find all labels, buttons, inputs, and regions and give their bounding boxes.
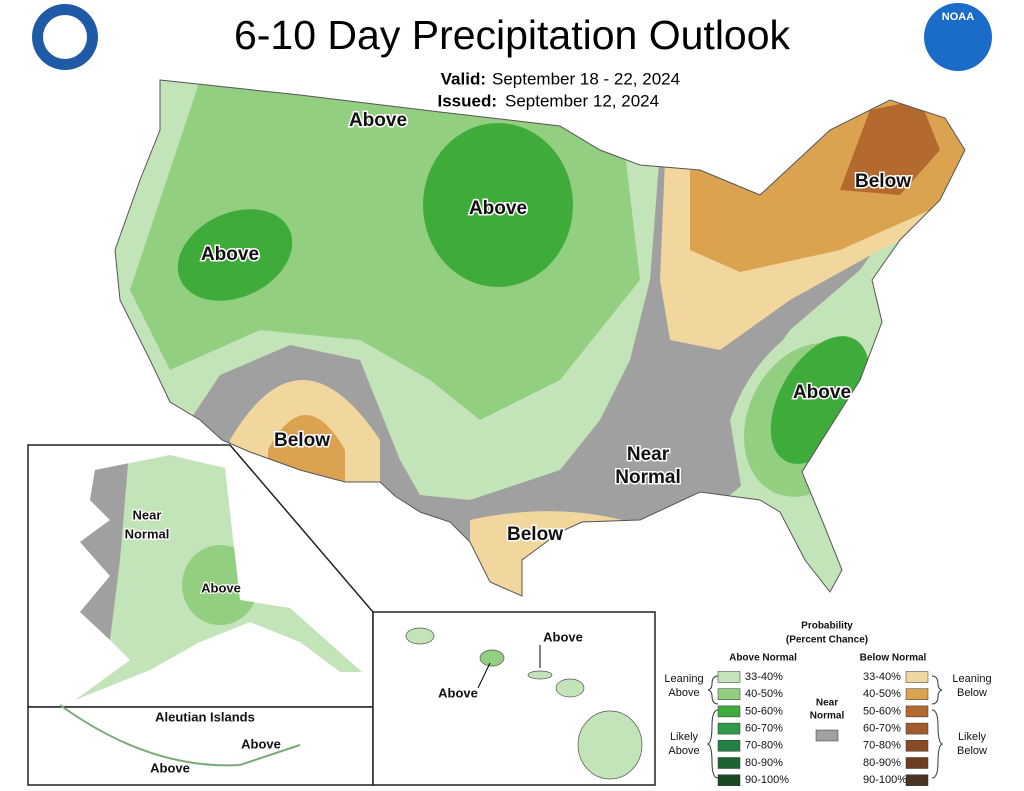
valid-dates: September 18 - 22, 2024 <box>492 69 680 88</box>
legend-title: Probability <box>801 621 853 632</box>
region-label: Normal <box>615 467 680 488</box>
region-label: Above <box>349 110 407 131</box>
legend-group: Leaning <box>952 673 991 685</box>
legend-group: Leaning <box>664 673 703 685</box>
legend-swatch <box>905 740 929 752</box>
legend-swatch <box>717 740 741 752</box>
legend-range: 40-50% <box>745 688 783 700</box>
legend-swatch <box>905 705 929 718</box>
title: 6-10 Day Precipitation Outlook <box>234 12 791 58</box>
legend-swatch <box>905 671 929 683</box>
legend-range: 50-60% <box>863 705 901 717</box>
legend-range: 80-90% <box>745 757 783 769</box>
legend-heading: Below Normal <box>860 653 927 664</box>
conus-outline <box>114 79 966 597</box>
region-label: Near <box>627 444 670 465</box>
valid-label: Valid: <box>441 69 486 88</box>
region-label: Below <box>855 171 911 192</box>
conus-zones <box>115 80 965 596</box>
region-label: Above <box>438 685 478 700</box>
legend-range: 70-80% <box>745 740 783 752</box>
legend-title: (Percent Chance) <box>786 635 868 646</box>
legend-range: 50-60% <box>745 705 783 717</box>
legend-swatch <box>717 705 741 718</box>
legend-range: 60-70% <box>863 723 901 735</box>
legend-range: 90-100% <box>863 774 907 786</box>
legend-range: 40-50% <box>863 688 901 700</box>
legend-range: 90-100% <box>745 774 789 786</box>
near-normal-swatch <box>815 729 839 742</box>
issued-label: Issued: <box>437 91 497 110</box>
region-label: Above <box>201 244 259 265</box>
legend-group: Below <box>957 687 987 699</box>
aleutian-chain <box>59 704 301 767</box>
region-label: Below <box>507 524 563 545</box>
legend-braces <box>706 675 944 779</box>
legend-range: 80-90% <box>863 757 901 769</box>
region-label: Normal <box>125 526 170 541</box>
region-label: Above <box>469 198 527 219</box>
legend-range: 33-40% <box>863 671 901 683</box>
region-label: Near <box>133 507 162 522</box>
region-label: Above <box>543 629 583 644</box>
legend-group: Above <box>668 745 699 757</box>
noaa-logo <box>924 3 992 71</box>
legend-swatch <box>717 757 741 769</box>
legend-swatch <box>905 757 929 769</box>
legend-swatch <box>905 774 929 786</box>
legend-swatch <box>717 688 741 700</box>
commerce-seal <box>43 15 87 59</box>
legend-range: 70-80% <box>863 740 901 752</box>
legend-group: Likely <box>670 731 699 743</box>
region-label: Below <box>274 430 330 451</box>
legend-swatch <box>717 774 741 786</box>
region-label: Above <box>793 382 851 403</box>
legend-group: Below <box>957 745 987 757</box>
legend-near: Near <box>816 698 838 709</box>
legend-near: Normal <box>810 711 845 722</box>
region-label: Above <box>150 760 190 775</box>
legend-swatch <box>905 688 929 700</box>
legend-range: 33-40% <box>745 671 783 683</box>
legend-swatch <box>905 722 929 735</box>
legend-swatch <box>717 671 741 683</box>
inset-title: Aleutian Islands <box>155 709 255 724</box>
legend-range: 60-70% <box>745 723 783 735</box>
noaa-logo-text: NOAA <box>942 11 974 23</box>
issued-date: September 12, 2024 <box>505 91 659 110</box>
legend-heading: Above Normal <box>729 653 797 664</box>
legend-group: Above <box>668 687 699 699</box>
legend-group: Likely <box>958 731 987 743</box>
pointer <box>477 662 491 689</box>
legend-swatch <box>717 722 741 735</box>
region-label: Above <box>241 736 281 751</box>
hawaii-islands <box>405 627 643 780</box>
region-label: Above <box>201 580 241 595</box>
